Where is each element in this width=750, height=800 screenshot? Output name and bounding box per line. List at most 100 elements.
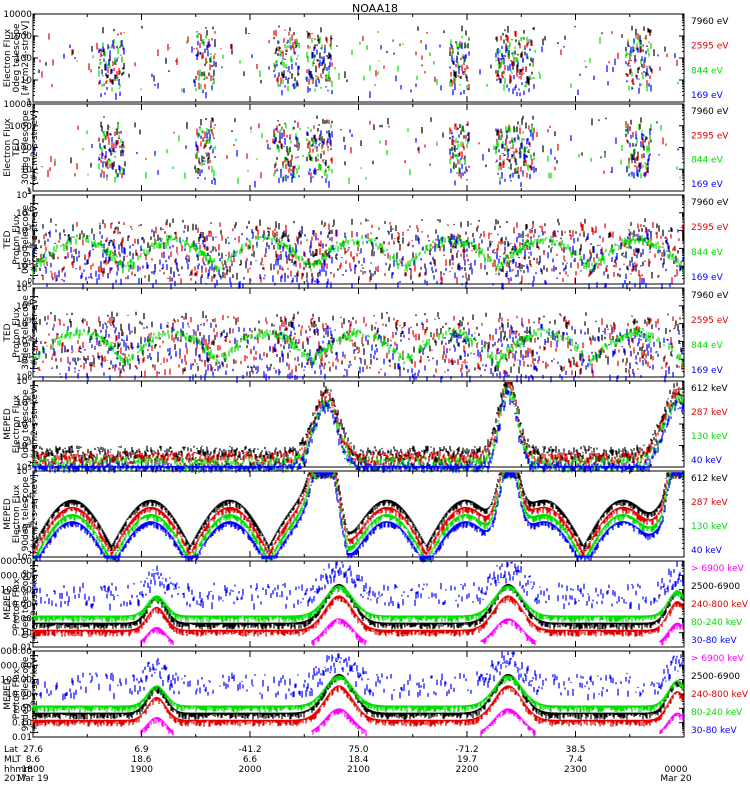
y-tick-label: 105 [16,188,32,201]
y-tick-label: 1.00 [12,614,32,624]
x-tick-label: Mar 20 [660,774,692,784]
x-row-label: MLT [4,755,22,765]
legend-entry: 7960 eV [691,17,729,27]
x-tick-label: 2300 [564,765,587,775]
legend-entry: 844 eV [691,156,724,166]
y-tick-label: 0.10 [12,719,32,729]
x-tick-label: 6.6 [243,755,258,765]
x-tick-label: 2000 [239,765,262,775]
series-trace-2 [34,221,684,285]
legend-entry: 169 eV [691,180,724,190]
series-trace-4 [63,38,676,100]
panel-8: 0.01 0.10 1.00 10.00 100.00 1000.00 10000.00ME… [0,647,749,743]
legend-entry: 169 eV [691,273,724,283]
y-axis-label: Electron Flux0deg telescope[#/cm2-s-str-… [3,21,31,96]
series-trace-2 [32,583,684,630]
legend-entry: 130 keV [691,522,728,532]
y-tick-label: 1000 [9,32,32,42]
series-trace-1 [70,115,658,175]
y-axis-label: MEPEDElectron Flux0deg telescope[#/cm2-s… [3,384,40,463]
x-tick-label: 19.7 [457,755,477,765]
legend-entry: 7960 eV [691,291,729,301]
legend-entry: 2595 eV [691,223,729,233]
series-trace-4 [32,675,684,713]
panel-frame [32,13,685,103]
legend-entry: 80-240 keV [691,618,743,628]
legend-entry: 287 keV [691,408,728,418]
x-tick-label: 1900 [130,765,153,775]
x-tick-label: 6.9 [134,745,149,755]
series-trace-4 [33,322,683,383]
y-tick-label: 10000 [3,100,32,110]
y-tick-label: 1000 [9,122,32,132]
y-tick-label: 10.00 [6,600,32,610]
legend-entry: 2595 eV [691,42,729,52]
chart-title: NOAA18 [351,2,399,15]
y-axis-label: MEPEDProton Flux90deg telescope[#/cm2-s-… [3,654,40,733]
x-row-label: hhmm [4,765,33,775]
legend-entry: 40 keV [691,546,723,556]
legend-entry: 240-800 keV [691,600,749,610]
x-row-label: Lat [4,745,19,755]
legend-entry: 2500-6900 [691,672,740,682]
legend-entry: > 6900 keV [691,564,745,574]
legend-entry: 240-800 keV [691,690,749,700]
series-trace-2 [47,119,667,179]
x-tick-label: 1800 [22,765,45,775]
y-tick-label: 100.00 [1,586,33,596]
x-tick-label: 0000 [665,765,688,775]
legend-entry: 7960 eV [691,198,729,208]
y-tick-label: 1.00 [12,704,32,714]
series-trace-4 [32,228,684,290]
legend-entry: 612 keV [691,384,728,394]
x-tick-label: -71.2 [455,745,478,755]
series-trace-3 [32,595,684,637]
x-tick-label: -41.2 [238,745,261,755]
x-tick-label: 18.4 [348,755,368,765]
series-trace-3 [37,34,679,92]
y-tick-label: 0.01 [12,733,32,743]
legend-entry: 2500-6900 [691,582,740,592]
legend-entry: 30-80 keV [691,726,737,736]
legend-entry: 844 eV [691,248,724,258]
legend-entry: 130 keV [691,432,728,442]
y-tick-label: 10000.00 [0,557,32,567]
x-tick-label: 75.0 [348,745,368,755]
legend-entry: 169 eV [691,91,724,101]
y-axis-label: Electron FluxTED30deg telescope[#/cm2-s-… [3,110,40,185]
x-tick-label: 38.5 [565,745,585,755]
x-tick-label: 27.6 [23,745,43,755]
y-axis-label: MEPEDElectron Flux90deg telescope[#/cm2-… [3,474,40,553]
legend-entry: 169 eV [691,366,724,376]
x-row-label: 2017 [4,774,27,784]
x-tick-label: 2100 [347,765,370,775]
x-tick-label: 18.6 [131,755,151,765]
y-tick-label: 10 [21,165,33,175]
series-trace-3 [54,123,681,185]
series-trace-1 [38,25,666,85]
x-tick-label: 7.4 [568,755,583,765]
y-tick-label: 1000.00 [0,661,32,671]
y-tick-label: 1 [26,187,32,197]
legend-entry: > 6900 keV [691,654,745,664]
series-trace-5 [37,651,684,701]
legend-entry: 287 keV [691,498,728,508]
legend-entry: 2595 eV [691,131,729,141]
y-tick-label: 0.01 [12,643,32,653]
series-trace-2 [32,673,684,720]
x-tick-label: 2200 [456,765,479,775]
y-tick-label: 10.00 [6,690,32,700]
y-tick-label: 100 [15,54,32,64]
y-axis-label: TEDProton Flux30deg telescope[#/cm2-s-st… [3,295,40,370]
panel-7: 0.01 0.10 1.00 10.00 100.00 1000.00 10000.00ME… [0,557,749,653]
legend-entry: 40 keV [691,456,723,466]
legend-entry: 7960 eV [691,107,729,117]
y-tick-label: 100 [15,144,32,154]
y-tick-label: 10000 [3,10,32,20]
legend-entry: 844 eV [691,66,724,76]
legend-entry: 80-240 keV [691,708,743,718]
